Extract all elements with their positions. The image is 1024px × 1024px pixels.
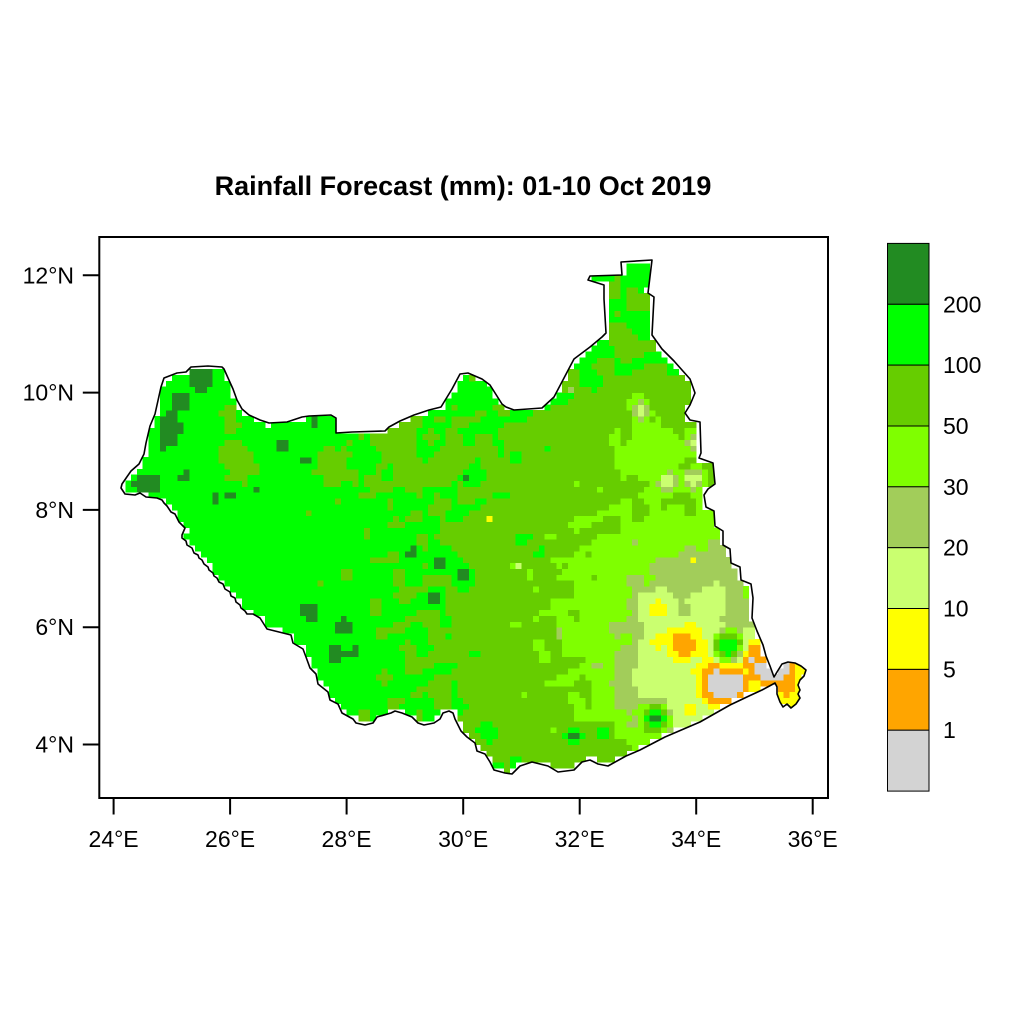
svg-text:26°E: 26°E — [205, 826, 255, 852]
svg-text:5: 5 — [943, 656, 956, 682]
svg-text:Rainfall Forecast (mm): 01-10: Rainfall Forecast (mm): 01-10 Oct 2019 — [215, 171, 712, 201]
svg-text:30°E: 30°E — [438, 826, 488, 852]
svg-text:6°N: 6°N — [35, 614, 74, 640]
svg-text:50: 50 — [943, 413, 969, 439]
svg-text:34°E: 34°E — [671, 826, 721, 852]
svg-text:100: 100 — [943, 352, 981, 378]
svg-text:4°N: 4°N — [35, 732, 74, 758]
svg-text:1: 1 — [943, 717, 956, 743]
svg-text:8°N: 8°N — [35, 497, 74, 523]
svg-text:20: 20 — [943, 535, 969, 561]
svg-text:36°E: 36°E — [788, 826, 838, 852]
svg-text:10: 10 — [943, 596, 969, 622]
svg-text:12°N: 12°N — [23, 262, 74, 288]
svg-text:200: 200 — [943, 291, 981, 317]
svg-text:10°N: 10°N — [23, 380, 74, 406]
svg-text:24°E: 24°E — [89, 826, 139, 852]
svg-text:32°E: 32°E — [555, 826, 605, 852]
svg-text:30: 30 — [943, 474, 969, 500]
svg-text:28°E: 28°E — [322, 826, 372, 852]
